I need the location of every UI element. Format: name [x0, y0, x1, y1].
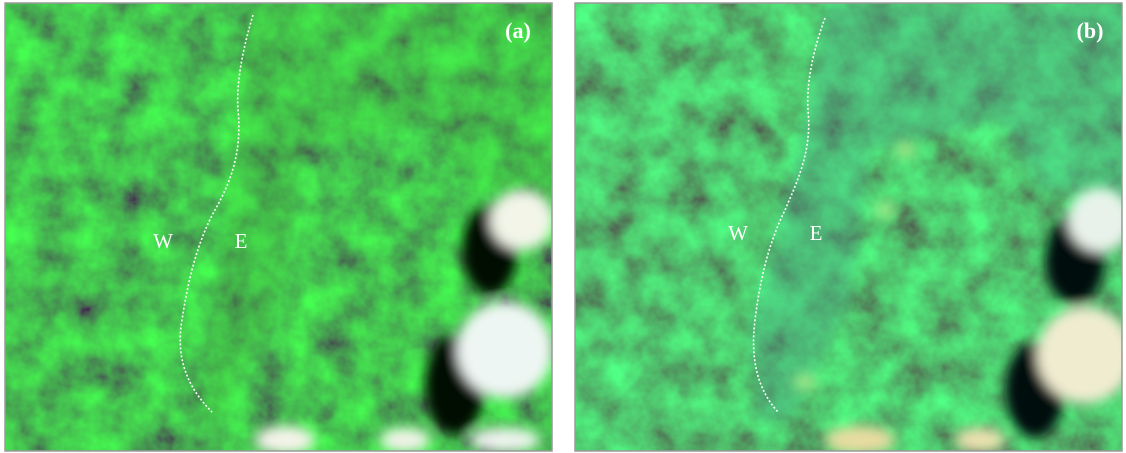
figure: (a) W E (b) W E — [0, 0, 1126, 453]
west-label: W — [153, 229, 173, 253]
west-label: W — [728, 221, 748, 245]
panel-label: (b) — [1077, 18, 1104, 43]
east-label: E — [810, 221, 823, 245]
east-label: E — [235, 229, 248, 253]
panel-b — [575, 3, 1126, 453]
panel-a — [5, 3, 560, 453]
page: (a) W E (b) W E (() => { const data = JS… — [0, 0, 1126, 453]
panel-label: (a) — [505, 18, 531, 43]
